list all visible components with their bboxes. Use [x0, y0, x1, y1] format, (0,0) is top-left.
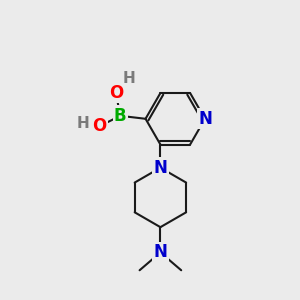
Text: N: N: [154, 159, 167, 177]
Text: B: B: [114, 107, 127, 125]
Text: O: O: [109, 84, 123, 102]
Text: N: N: [154, 243, 167, 261]
Text: H: H: [123, 71, 136, 86]
Text: N: N: [198, 110, 212, 128]
Text: H: H: [77, 116, 89, 131]
Text: O: O: [92, 117, 106, 135]
